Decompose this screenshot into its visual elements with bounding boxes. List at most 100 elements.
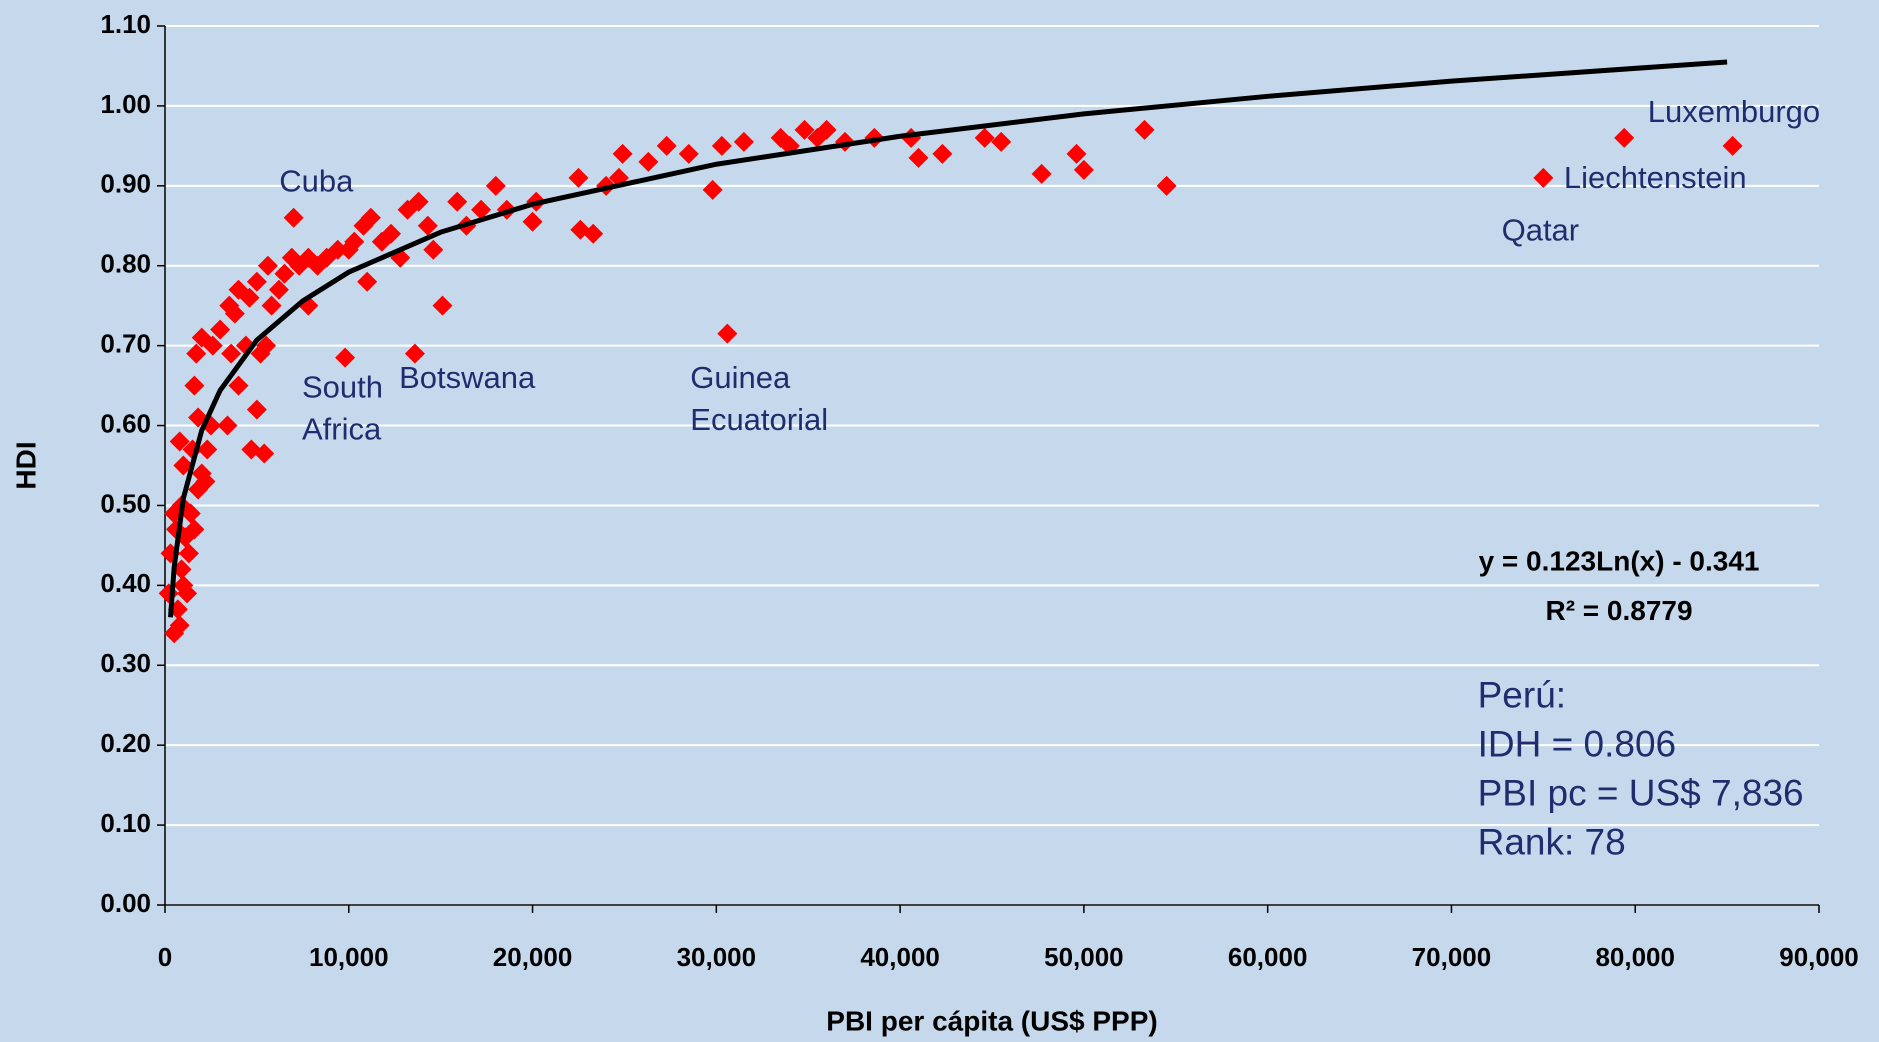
- point: [344, 231, 365, 252]
- point: [360, 207, 381, 228]
- point: [908, 147, 929, 168]
- point: [307, 255, 328, 276]
- point: [335, 347, 356, 368]
- y-tick-label: 0.20: [100, 728, 151, 758]
- point: [1533, 167, 1554, 188]
- equation: y = 0.123Ln(x) - 0.341: [1479, 546, 1760, 577]
- point: [221, 343, 242, 364]
- point: [733, 131, 754, 152]
- equation: R² = 0.8779: [1545, 595, 1692, 626]
- point: [197, 439, 218, 460]
- point: [184, 519, 205, 540]
- point: [169, 431, 190, 452]
- point: [268, 279, 289, 300]
- y-tick-label: 1.10: [100, 9, 151, 39]
- y-tick-label: 0.60: [100, 408, 151, 438]
- x-tick-label: 0: [158, 942, 172, 972]
- point: [568, 167, 589, 188]
- point: [1722, 135, 1743, 156]
- point: [357, 271, 378, 292]
- point: [711, 135, 732, 156]
- x-tick-label: 50,000: [1044, 942, 1124, 972]
- point: [408, 191, 429, 212]
- point: [274, 263, 295, 284]
- point: [228, 375, 249, 396]
- y-tick-label: 0.30: [100, 648, 151, 678]
- point: [169, 615, 190, 636]
- point: [202, 335, 223, 356]
- annotation: Liechtenstein: [1564, 160, 1747, 195]
- point: [1156, 175, 1177, 196]
- x-tick-label: 80,000: [1595, 942, 1675, 972]
- y-tick-label: 0.80: [100, 249, 151, 279]
- annotation: Africa: [302, 412, 382, 447]
- point: [991, 131, 1012, 152]
- point: [447, 191, 468, 212]
- x-tick-label: 10,000: [309, 942, 389, 972]
- point: [219, 295, 240, 316]
- x-tick-label: 30,000: [677, 942, 757, 972]
- point: [1066, 143, 1087, 164]
- x-tick-label: 40,000: [860, 942, 940, 972]
- point: [656, 135, 677, 156]
- note: PBI pc = US$ 7,836: [1478, 773, 1804, 814]
- x-tick-label: 20,000: [493, 942, 573, 972]
- point: [239, 287, 260, 308]
- y-tick-label: 0.70: [100, 329, 151, 359]
- point: [816, 119, 837, 140]
- annotation: Qatar: [1502, 213, 1580, 248]
- y-tick-label: 0.40: [100, 568, 151, 598]
- point: [432, 295, 453, 316]
- annotation: Botswana: [399, 360, 536, 395]
- point: [184, 375, 205, 396]
- point: [283, 207, 304, 228]
- annotation: Ecuatorial: [690, 402, 828, 437]
- point: [289, 255, 310, 276]
- point: [1134, 119, 1155, 140]
- point: [327, 239, 348, 260]
- point: [404, 343, 425, 364]
- note: Rank: 78: [1478, 822, 1626, 863]
- point: [256, 335, 277, 356]
- point: [485, 175, 506, 196]
- point: [717, 323, 738, 344]
- point: [1031, 163, 1052, 184]
- annotation: South: [302, 370, 383, 405]
- y-tick-label: 1.00: [100, 89, 151, 119]
- point: [246, 399, 267, 420]
- x-tick-label: 90,000: [1779, 942, 1859, 972]
- point: [974, 127, 995, 148]
- point: [1614, 127, 1635, 148]
- point: [191, 463, 212, 484]
- y-tick-label: 0.90: [100, 169, 151, 199]
- point: [254, 443, 275, 464]
- point: [638, 151, 659, 172]
- point: [381, 223, 402, 244]
- point: [178, 543, 199, 564]
- x-tick-label: 60,000: [1228, 942, 1308, 972]
- point: [257, 255, 278, 276]
- point: [471, 199, 492, 220]
- annotation: Cuba: [279, 164, 354, 199]
- point: [612, 143, 633, 164]
- point: [794, 119, 815, 140]
- y-tick-label: 0.00: [100, 888, 151, 918]
- point: [417, 215, 438, 236]
- y-tick-label: 0.50: [100, 488, 151, 518]
- point: [177, 583, 198, 604]
- point: [1073, 159, 1094, 180]
- point: [583, 223, 604, 244]
- point: [180, 503, 201, 524]
- y-axis-title: HDI: [10, 441, 41, 489]
- point: [678, 143, 699, 164]
- point: [522, 211, 543, 232]
- point: [217, 415, 238, 436]
- point: [186, 343, 207, 364]
- point: [261, 295, 282, 316]
- annotation: Guinea: [690, 360, 791, 395]
- x-axis-title: PBI per cápita (US$ PPP): [826, 1005, 1157, 1036]
- note: Perú:: [1478, 674, 1566, 715]
- note: IDH = 0.806: [1478, 723, 1676, 764]
